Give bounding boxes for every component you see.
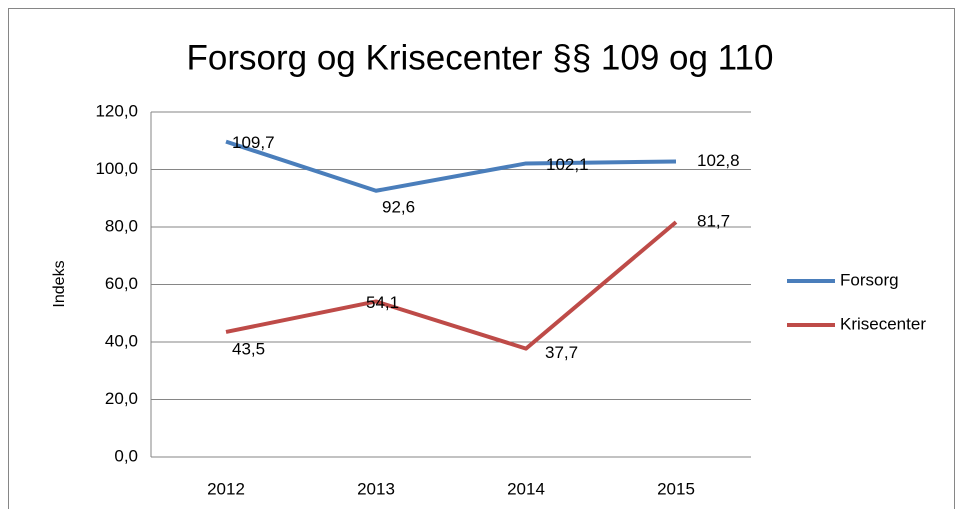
data-label: 109,7 xyxy=(232,133,275,152)
data-label: 43,5 xyxy=(232,339,265,358)
y-tick-label: 0,0 xyxy=(114,446,138,465)
chart-title: Forsorg og Krisecenter §§ 109 og 110 xyxy=(187,38,774,77)
y-tick-label: 60,0 xyxy=(105,274,138,293)
x-tick-label: 2012 xyxy=(207,479,245,498)
data-label: 102,1 xyxy=(546,155,589,174)
x-tick-label: 2014 xyxy=(507,479,545,498)
y-tick-label: 40,0 xyxy=(105,331,138,350)
legend-label: Forsorg xyxy=(840,270,899,289)
y-tick-label: 100,0 xyxy=(95,159,138,178)
y-tick-label: 120,0 xyxy=(95,101,138,120)
legend-label: Krisecenter xyxy=(840,314,926,333)
x-tick-label: 2015 xyxy=(657,479,695,498)
x-tick-label: 2013 xyxy=(357,479,395,498)
series-line xyxy=(225,139,677,193)
data-label: 92,6 xyxy=(382,197,415,216)
series-line xyxy=(225,220,678,351)
y-tick-label: 80,0 xyxy=(105,216,138,235)
y-axis-label: Indeks xyxy=(51,260,68,307)
data-label: 37,7 xyxy=(545,343,578,362)
chart-border xyxy=(8,8,955,509)
data-label: 102,8 xyxy=(697,151,740,170)
data-label: 81,7 xyxy=(697,212,730,231)
data-label: 54,1 xyxy=(366,293,399,312)
y-tick-label: 20,0 xyxy=(105,389,138,408)
